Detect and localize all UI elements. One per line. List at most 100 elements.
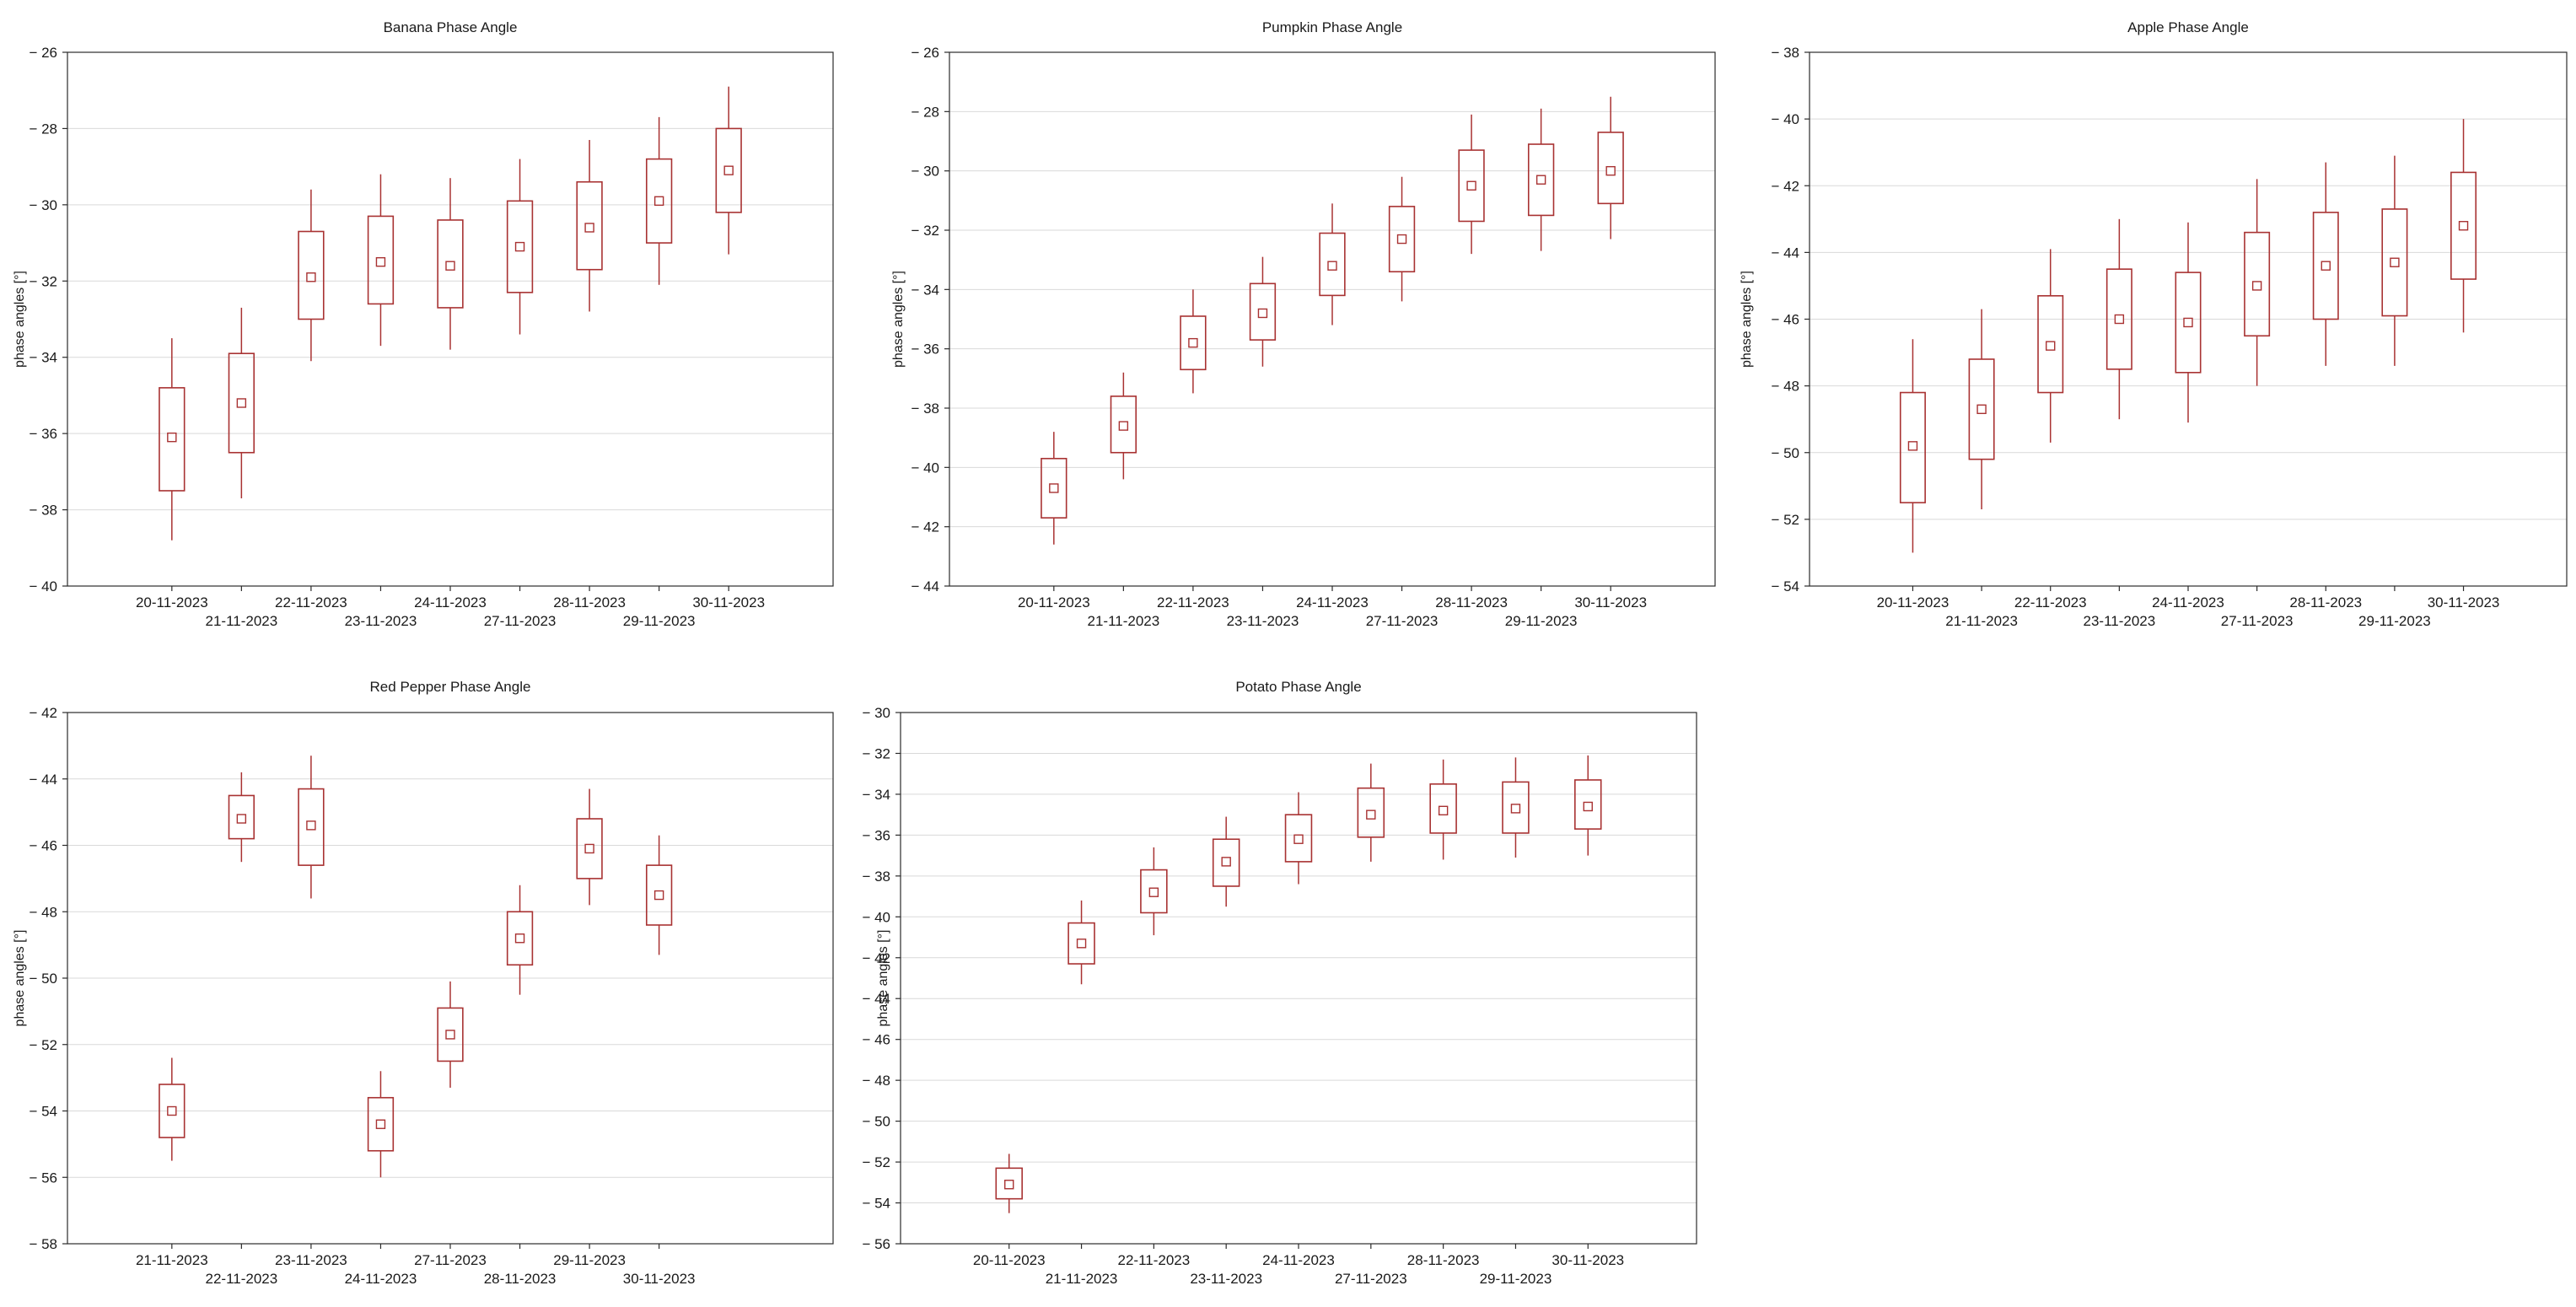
y-tick-label: − 38 [1771, 45, 1799, 61]
chart-title: Red Pepper Phase Angle [370, 679, 531, 695]
box-24-11-2023 [1284, 792, 1313, 885]
chart-title: Apple Phase Angle [2127, 19, 2249, 35]
x-tick-label: 30-11-2023 [1574, 594, 1647, 610]
mean-marker [1396, 234, 1407, 245]
box-30-11-2023 [715, 86, 742, 255]
mean-marker [2458, 221, 2469, 231]
y-tick-label: − 58 [29, 1236, 57, 1252]
y-tick-label: − 36 [29, 426, 57, 442]
box-27-11-2023 [2244, 179, 2271, 386]
box-body [437, 1007, 464, 1062]
box-body [159, 387, 186, 492]
y-tick-label: − 30 [911, 164, 939, 180]
box-27-11-2023 [506, 159, 534, 335]
y-tick-label: − 30 [29, 197, 57, 213]
x-tick-label: 27-11-2023 [484, 613, 557, 629]
x-tick-label: 22-11-2023 [2014, 594, 2087, 610]
y-tick-label: − 54 [29, 1104, 57, 1120]
x-tick-label: 29-11-2023 [1505, 613, 1578, 629]
y-tick-label: − 42 [911, 519, 939, 535]
x-tick-label: 23-11-2023 [1190, 1271, 1262, 1287]
mean-marker [2251, 281, 2262, 291]
box-24-11-2023 [367, 1071, 395, 1178]
x-tick-label: 30-11-2023 [623, 1271, 696, 1287]
mean-marker [2183, 317, 2193, 328]
box-body [1968, 358, 1995, 460]
box-21-11-2023 [159, 1057, 186, 1161]
mean-marker [723, 165, 734, 175]
x-tick-label: 29-11-2023 [1480, 1271, 1552, 1287]
mean-marker [2321, 261, 2331, 271]
box-body [1899, 391, 1926, 503]
y-tick-label: − 38 [29, 503, 57, 519]
box-body [995, 1167, 1023, 1200]
box-body [576, 180, 603, 271]
box-29-11-2023 [1502, 757, 1530, 858]
y-tick-label: − 32 [911, 223, 939, 239]
box-20-11-2023 [995, 1154, 1023, 1213]
mean-marker [1118, 421, 1129, 431]
x-tick-label: 22-11-2023 [1157, 594, 1229, 610]
y-tick-label: − 34 [862, 787, 890, 803]
box-body [437, 219, 464, 309]
y-tick-label: − 40 [29, 578, 57, 594]
box-24-11-2023 [1319, 203, 1346, 325]
x-tick-label: 20-11-2023 [1877, 594, 1949, 610]
chart-panel-3: Red Pepper Phase Angle − 42 − 44 − 46 − 48 − … [13, 679, 834, 1287]
box-body [1284, 814, 1313, 863]
x-tick-label: 20-11-2023 [136, 594, 208, 610]
x-tick-label: 20-11-2023 [973, 1252, 1046, 1268]
y-tick-label: − 26 [29, 45, 57, 61]
box-28-11-2023 [576, 139, 603, 312]
y-tick-label: − 56 [862, 1236, 890, 1252]
mean-marker [2390, 257, 2400, 267]
box-22-11-2023 [1180, 289, 1207, 394]
chart-panel-2: Apple Phase Angle − 38 − 40 − 42 − 44 − 46 − 4… [1740, 19, 2568, 629]
y-tick-label: − 38 [862, 869, 890, 885]
box-body [367, 215, 395, 305]
y-tick-label: − 26 [911, 45, 939, 61]
box-body [506, 200, 534, 293]
box-24-11-2023 [437, 178, 464, 350]
y-tick-label: − 52 [1771, 512, 1799, 528]
box-29-11-2023 [576, 788, 603, 906]
y-tick-label: − 50 [1771, 445, 1799, 461]
x-tick-label: 20-11-2023 [1018, 594, 1090, 610]
mean-marker [236, 814, 247, 824]
mean-marker [514, 241, 525, 252]
box-body [2175, 272, 2202, 374]
y-tick-label: − 48 [862, 1073, 890, 1089]
box-28-11-2023 [1458, 114, 1485, 255]
x-tick-label: 29-11-2023 [2358, 613, 2431, 629]
box-28-11-2023 [1429, 759, 1457, 860]
box-28-11-2023 [2312, 162, 2339, 366]
y-tick-label: − 32 [29, 273, 57, 289]
y-tick-label: − 42 [1771, 178, 1799, 194]
y-axis-label: phase angles [°] [876, 930, 890, 1027]
box-body [1249, 282, 1277, 341]
y-tick-label: − 50 [29, 971, 57, 987]
box-23-11-2023 [2105, 218, 2132, 420]
mean-marker [653, 890, 664, 901]
y-tick-label: − 40 [911, 460, 939, 476]
box-23-11-2023 [1249, 256, 1277, 367]
box-body [159, 1084, 186, 1138]
y-tick-label: − 48 [29, 904, 57, 920]
box-body [1212, 838, 1240, 887]
mean-marker [1221, 857, 1231, 867]
chart-panel-1: Pumpkin Phase Angle − 26 − 28 − 30 − 32 − 34 −… [891, 19, 1716, 629]
y-tick-label: − 46 [29, 838, 57, 854]
mean-marker [1438, 805, 1449, 816]
mean-marker [2046, 341, 2056, 351]
x-tick-label: 23-11-2023 [345, 613, 417, 629]
x-tick-label: 29-11-2023 [553, 1252, 626, 1268]
box-body [1357, 787, 1385, 838]
mean-marker [1293, 834, 1304, 844]
y-tick-label: − 44 [862, 991, 890, 1007]
box-body [1388, 206, 1416, 273]
box-27-11-2023 [437, 981, 464, 1088]
box-22-11-2023 [228, 772, 255, 863]
box-21-11-2023 [1068, 900, 1095, 985]
box-30-11-2023 [1574, 755, 1602, 856]
y-tick-label: − 40 [1771, 111, 1799, 127]
